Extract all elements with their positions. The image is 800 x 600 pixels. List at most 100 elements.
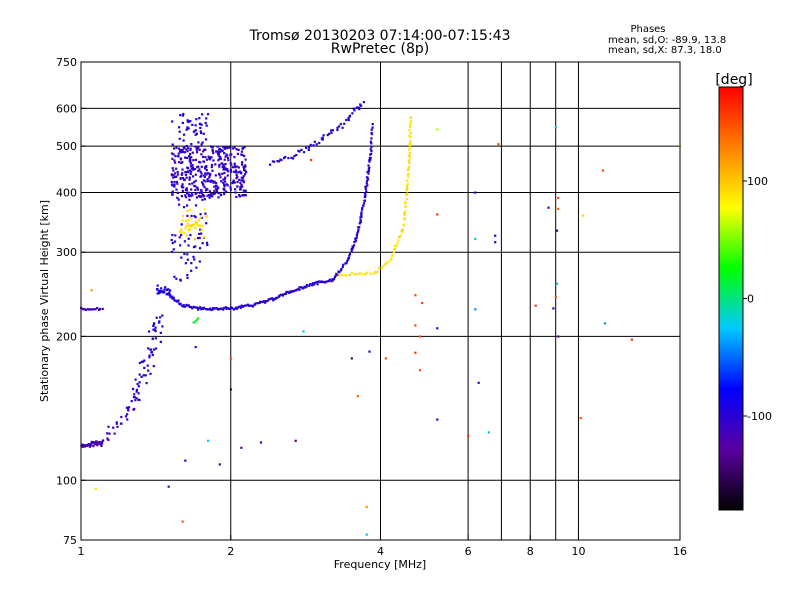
data-point [178,126,181,129]
data-point [243,154,246,158]
data-point [187,219,190,222]
data-point [555,229,559,232]
data-point [223,184,226,187]
data-point [236,176,239,179]
data-point [408,152,411,155]
data-point [182,305,185,308]
data-point [181,219,184,222]
y-axis-label: Stationary phase Virtual Height [km] [38,200,51,402]
y-tick-label: 200 [56,330,77,343]
data-point [137,392,140,395]
data-point [188,183,191,186]
data-point [170,180,173,183]
data-point [205,117,208,120]
data-point [382,264,385,267]
data-point [124,415,128,418]
data-point [359,220,362,223]
data-point [235,195,238,199]
data-point [409,135,412,139]
data-point [176,191,179,194]
data-point [183,240,186,243]
y-tick-label: 300 [56,246,77,259]
data-point [194,185,197,188]
data-point [222,181,225,184]
data-point [171,167,174,170]
data-point [474,191,477,194]
data-point [384,263,387,266]
data-point [184,194,187,197]
data-point [398,235,401,239]
data-point [360,215,363,219]
data-point [236,185,239,188]
data-point [191,164,194,167]
data-point [214,174,217,177]
data-point [287,157,290,160]
data-point [240,153,243,156]
data-point [245,171,248,174]
data-point [196,224,199,227]
data-point [193,306,196,309]
data-point [318,141,321,145]
data-point [352,107,355,110]
data-point [244,164,247,167]
data-point [181,172,184,175]
data-point [347,258,350,261]
data-point [171,191,174,194]
data-point [187,191,190,194]
data-point [256,302,259,305]
data-point [184,196,188,199]
data-point [313,283,316,286]
data-point [192,255,195,258]
data-point [298,288,301,291]
data-point [149,348,153,351]
data-point [369,156,372,159]
data-point [200,188,203,192]
data-point [187,244,190,247]
data-point [169,296,172,299]
data-point [203,208,206,211]
data-point [93,443,96,446]
data-point [135,388,139,391]
data-point [302,330,305,333]
data-point [350,357,353,360]
data-point [174,234,177,237]
data-point [188,198,191,201]
data-point [239,186,242,189]
data-point [223,177,226,180]
data-point [169,293,172,296]
data-point [271,297,274,300]
data-point [338,274,341,277]
data-point [204,212,207,215]
data-point [208,176,211,179]
data-point [236,180,239,184]
data-point [189,147,192,150]
data-point [182,150,185,154]
data-point [366,170,369,174]
data-point [224,306,227,309]
data-point [338,271,341,274]
data-point [107,425,110,428]
data-point [84,308,88,311]
data-point [180,195,183,198]
data-point [300,286,303,289]
data-point [191,194,194,197]
data-point [404,210,407,213]
data-point [197,146,200,149]
x-tick-label: 1 [78,545,85,558]
data-point [339,122,342,126]
data-point [190,188,193,191]
data-point [242,165,245,168]
data-point [102,439,105,442]
data-point [211,146,214,149]
data-point [208,158,212,161]
data-point [370,133,373,136]
data-point [201,198,204,201]
data-point [210,156,213,159]
data-point [368,166,371,169]
data-point [194,133,197,136]
data-point [242,179,245,182]
data-point [346,260,349,263]
data-point [126,418,129,421]
data-point [366,271,369,274]
data-point [197,307,200,310]
